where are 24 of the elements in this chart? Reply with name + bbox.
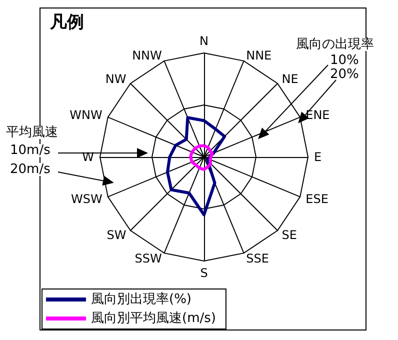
spoke-label: NE (282, 72, 298, 86)
spoke-label: ENE (306, 108, 330, 122)
text: 平均風速 (6, 125, 58, 140)
text: 20% (330, 67, 359, 82)
spoke-label: WNW (70, 108, 102, 122)
spoke-label: NNE (246, 48, 272, 62)
legend-label: 風向別平均風速(m/s) (91, 311, 216, 326)
spoke-label: WSW (71, 192, 102, 206)
text: 風向の出現率 (296, 36, 374, 52)
text: 20m/s (10, 162, 51, 177)
spoke-label: N (200, 34, 208, 48)
text: 10% (330, 53, 359, 68)
spoke-label: NW (105, 72, 126, 86)
spoke-label: SE (282, 228, 297, 242)
spoke-label: ESE (306, 192, 328, 206)
spoke-label: SSW (134, 252, 162, 266)
spoke-label: NNW (132, 48, 162, 62)
text: 10m/s (10, 143, 51, 158)
spoke-label: SSE (246, 252, 269, 266)
chart-title: 凡例 (49, 12, 84, 32)
spoke-label: E (314, 150, 322, 164)
legend-label: 風向別出現率(%) (91, 291, 192, 307)
spoke-label: S (200, 266, 208, 280)
spoke-label: SW (106, 228, 126, 242)
